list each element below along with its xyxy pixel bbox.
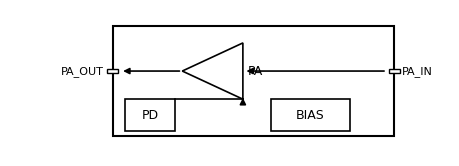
Bar: [271, 99, 349, 131]
Text: PD: PD: [141, 109, 158, 122]
Text: PA_OUT: PA_OUT: [61, 66, 104, 77]
Bar: [112, 26, 393, 136]
Bar: [125, 99, 175, 131]
Text: BIAS: BIAS: [296, 109, 324, 122]
Text: PA: PA: [248, 65, 263, 78]
Bar: [388, 69, 399, 73]
Bar: [107, 69, 118, 73]
Text: PA_IN: PA_IN: [401, 66, 431, 77]
